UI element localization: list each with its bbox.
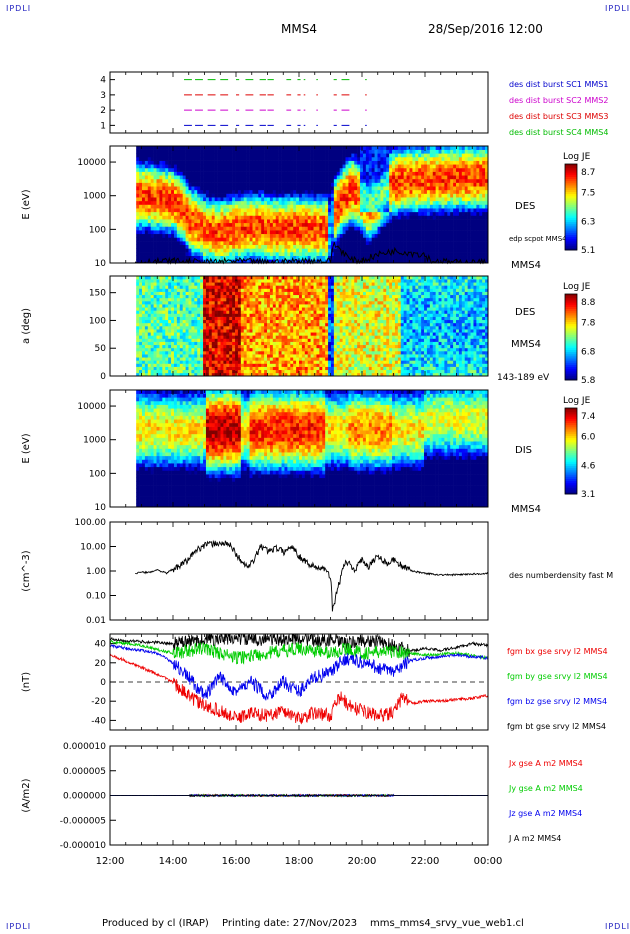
dis-energy-colorbar-tick: 6.0: [581, 433, 596, 443]
density-ytick-label: 100.00: [75, 518, 107, 528]
density-legend-entry: des numberdensity fast M: [509, 571, 613, 580]
burst-ytick-label: 3: [100, 91, 106, 101]
des-energy-colorbar-tick: 5.1: [581, 246, 595, 256]
des-pitch-colorbar-title: Log JE: [563, 282, 591, 292]
burst-ytick-label: 4: [100, 76, 106, 86]
dis-energy-ytick-label: 1000: [83, 436, 106, 446]
des-pitch-ytick-label: 50: [95, 344, 107, 354]
burst-legend-entry: des dist burst SC2 MMS2: [509, 96, 608, 105]
des-pitch-sc-label: MMS4: [511, 339, 541, 350]
des-pitch-spectrogram: [110, 276, 488, 376]
bfield-ytick-label: 0: [100, 678, 106, 688]
density-ytick-label: 0.01: [86, 616, 106, 626]
des-pitch-colorbar-tick: 5.8: [581, 376, 596, 386]
burst-ytick-label: 1: [100, 121, 106, 131]
current-ylabel: (A/m2): [21, 778, 32, 812]
current-legend-entry: Jz gse A m2 MMS4: [508, 809, 582, 818]
dis-energy-colorbar-title: Log JE: [563, 396, 591, 406]
dis-energy-sc-label: MMS4: [511, 504, 541, 515]
current-legend-entry: J A m2 MMS4: [508, 834, 561, 843]
des-pitch-colorbar-tick: 6.8: [581, 347, 596, 357]
time-tick-label: 12:00: [96, 856, 125, 867]
des-pitch-label: DES: [515, 307, 535, 318]
des-energy-ytick-label: 10000: [77, 158, 106, 168]
burst-legend-entry: des dist burst SC1 MMS1: [509, 80, 608, 89]
des-energy-ytick-label: 1000: [83, 192, 106, 202]
time-tick-label: 20:00: [348, 856, 377, 867]
time-tick-label: 16:00: [222, 856, 251, 867]
bfield-ytick-label: 20: [95, 659, 107, 669]
burst-panel: 4 3 2 1: [100, 76, 366, 132]
des-energy-ylabel: E (eV): [21, 189, 32, 219]
dis-energy-colorbar-tick: 7.4: [581, 412, 596, 422]
current-ytick-label: -0.000005: [60, 816, 106, 826]
current-ytick-label: 0.000005: [63, 767, 106, 777]
des-energy-colorbar-title: Log JE: [563, 152, 591, 162]
des-pitch-ytick-label: 100: [89, 316, 106, 326]
des-scpot-label: edp scpot MMS4: [509, 235, 567, 243]
bfield-legend-entry: fgm bt gse srvy l2 MMS4: [507, 722, 606, 731]
bfield-ytick-label: -20: [91, 697, 106, 707]
bfield-ylabel: (nT): [21, 672, 32, 692]
time-tick-label: 00:00: [474, 856, 503, 867]
density-series-line: [135, 541, 488, 612]
dis-energy-ylabel: E (eV): [21, 433, 32, 463]
bfield-ytick-label: 40: [95, 640, 107, 650]
burst-ytick-label: 2: [100, 106, 106, 116]
current-ytick-label: 0.000010: [63, 742, 106, 752]
time-tick-label: 22:00: [411, 856, 440, 867]
bfield-legend-entry: fgm by gse srvy l2 MMS4: [507, 672, 608, 681]
des-energy-ytick-label: 100: [89, 225, 106, 235]
des-pitch-energy-label: 143-189 eV: [497, 373, 550, 383]
des-energy-colorbar: [565, 164, 577, 250]
des-energy-colorbar-tick: 8.7: [581, 168, 595, 178]
bfield-ytick-label: -40: [91, 716, 106, 726]
density-ytick-label: 1.00: [86, 567, 106, 577]
des-pitch-colorbar-tick: 8.8: [581, 298, 596, 308]
dis-energy-spectrogram: [110, 390, 488, 507]
burst-legend-entry: des dist burst SC3 MMS3: [509, 112, 608, 121]
current-ytick-label: 0.000000: [63, 792, 106, 802]
time-tick-label: 18:00: [285, 856, 314, 867]
bfield-legend-entry: fgm bx gse srvy l2 MMS4: [507, 647, 608, 656]
current-legend-entry: Jy gse A m2 MMS4: [508, 784, 583, 793]
dis-energy-label: DIS: [515, 445, 532, 456]
density-ylabel: (cm^-3): [21, 550, 32, 591]
des-energy-label: DES: [515, 201, 535, 212]
density-frame: [110, 522, 488, 620]
density-ytick-label: 10.00: [80, 543, 106, 553]
des-energy-colorbar-tick: 7.5: [581, 189, 595, 199]
des-pitch-ytick-label: 0: [100, 372, 106, 382]
density-ytick-label: 0.10: [86, 592, 106, 602]
dis-energy-ytick-label: 10000: [77, 402, 106, 412]
burst-legend-entry: des dist burst SC4 MMS4: [509, 128, 608, 137]
dis-energy-ytick-label: 100: [89, 469, 106, 479]
current-ytick-label: -0.000010: [60, 841, 106, 851]
bfield-legend-entry: fgm bz gse srvy l2 MMS4: [507, 697, 607, 706]
current-legend-entry: Jx gse A m2 MMS4: [508, 759, 583, 768]
des-pitch-ylabel: a (deg): [21, 308, 32, 344]
des-energy-spectrogram: [110, 146, 488, 263]
dis-energy-ytick-label: 10: [95, 503, 107, 513]
burst-frame: [110, 72, 488, 133]
des-energy-colorbar-tick: 6.3: [581, 217, 595, 227]
des-pitch-colorbar-tick: 7.8: [581, 319, 596, 329]
des-pitch-ytick-label: 150: [89, 289, 106, 299]
time-tick-label: 14:00: [159, 856, 188, 867]
des-pitch-colorbar: [565, 294, 577, 380]
des-energy-ytick-label: 10: [95, 259, 107, 269]
dis-energy-colorbar-tick: 4.6: [581, 461, 596, 471]
des-energy-sc-label: MMS4: [511, 260, 541, 271]
dis-energy-colorbar: [565, 408, 577, 494]
dis-energy-colorbar-tick: 3.1: [581, 490, 595, 500]
